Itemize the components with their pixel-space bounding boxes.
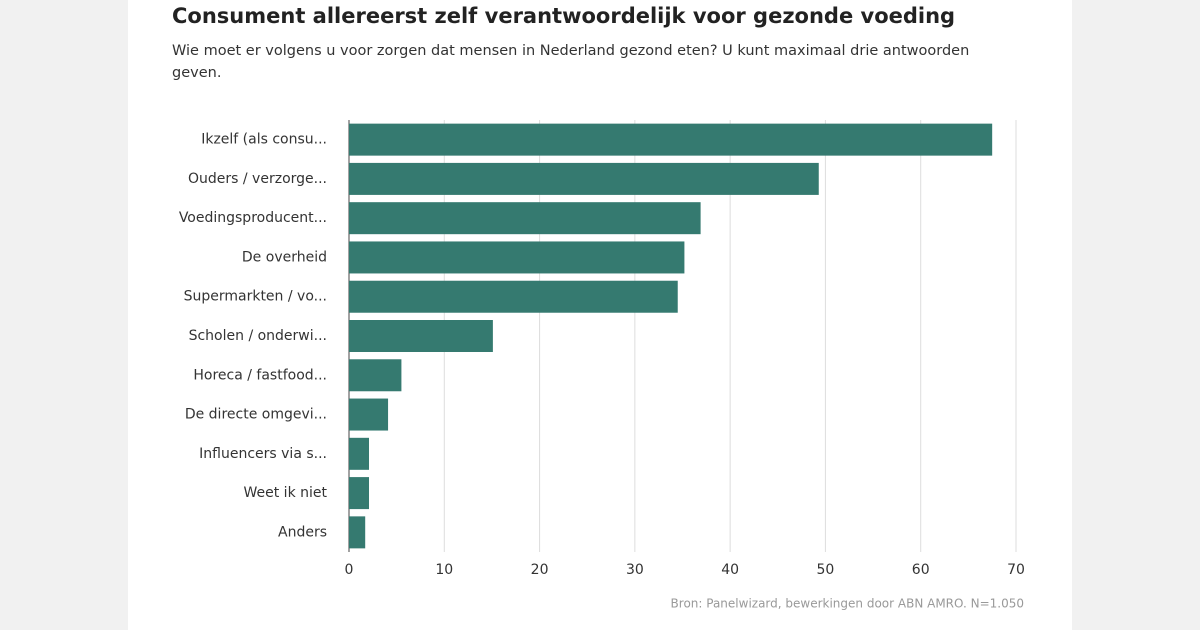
x-tick-label: 20 <box>531 562 549 578</box>
x-tick-label: 0 <box>345 562 354 578</box>
bar <box>349 477 370 510</box>
bar <box>349 241 685 274</box>
bar <box>349 398 389 431</box>
y-tick-label: Voedingsproducent... <box>179 210 327 226</box>
y-tick-label: Scholen / onderwi... <box>189 328 327 344</box>
y-tick-label: De overheid <box>242 249 327 265</box>
y-tick-label: Supermarkten / vo... <box>184 289 327 305</box>
y-tick-label: Anders <box>278 524 327 540</box>
source-note: Bron: Panelwizard, bewerkingen door ABN … <box>671 597 1024 611</box>
x-tick-label: 30 <box>626 562 644 578</box>
x-tick-label: 60 <box>912 562 930 578</box>
panel <box>128 0 1072 630</box>
x-tick-label: 40 <box>721 562 739 578</box>
y-tick-label: Horeca / fastfood... <box>193 367 327 383</box>
bar <box>349 437 370 470</box>
bar <box>349 359 402 392</box>
y-tick-label: De directe omgevi... <box>185 407 327 423</box>
bar <box>349 320 493 352</box>
bar <box>349 280 678 313</box>
chart-subtitle: Wie moet er volgens u voor zorgen dat me… <box>172 43 970 81</box>
y-tick-label: Weet ik niet <box>243 485 327 501</box>
x-tick-label: 10 <box>435 562 453 578</box>
x-tick-label: 50 <box>817 562 835 578</box>
bar <box>349 516 366 549</box>
bar <box>349 162 819 195</box>
y-tick-label: Ikzelf (als consu... <box>201 132 327 148</box>
bar <box>349 123 993 156</box>
bar <box>349 202 701 235</box>
chart-title: Consument allereerst zelf verantwoordeli… <box>172 4 956 28</box>
y-tick-label: Ouders / verzorge... <box>188 171 327 187</box>
x-tick-label: 70 <box>1007 562 1025 578</box>
y-tick-label: Influencers via s... <box>199 446 327 462</box>
